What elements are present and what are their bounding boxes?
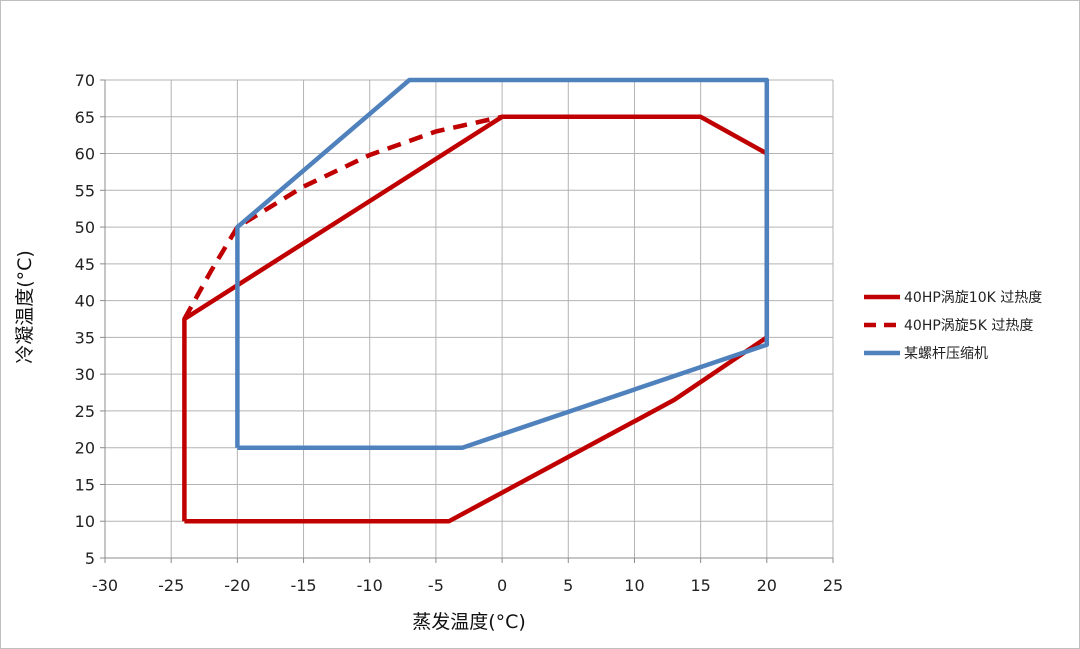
y-tick-label: 45 — [75, 255, 95, 274]
y-tick-label: 10 — [75, 512, 95, 531]
y-tick-label: 55 — [75, 181, 95, 200]
x-tick-label: 5 — [563, 576, 573, 595]
x-tick-label: 25 — [823, 576, 843, 595]
y-tick-label: 50 — [75, 218, 95, 237]
y-tick-label: 70 — [75, 71, 95, 90]
y-tick-label: 15 — [75, 475, 95, 494]
x-tick-label: -15 — [290, 576, 316, 595]
plot-border — [104, 80, 833, 559]
series-line-1 — [182, 114, 503, 321]
y-tick-label: 65 — [75, 108, 95, 127]
x-tick-label: 0 — [497, 576, 507, 595]
legend-label-2: 某螺杆压缩机 — [904, 346, 988, 362]
y-tick-label: 40 — [75, 292, 95, 311]
x-tick-label: 20 — [757, 576, 777, 595]
y-tick-label: 30 — [75, 365, 95, 384]
series-line-0 — [182, 114, 770, 524]
series-layer — [182, 77, 770, 524]
series-line-2 — [235, 77, 770, 450]
x-tick-labels: -30 -25 -20 -15 -10 -5 0 5 10 15 20 25 — [92, 558, 843, 595]
x-axis-title: 蒸发温度(°C) — [412, 611, 526, 633]
legend-label-1: 40HP涡旋5K 过热度 — [904, 318, 1033, 334]
x-tick-label: 10 — [624, 576, 644, 595]
x-tick-label: -30 — [92, 576, 118, 595]
legend-label-0: 40HP涡旋10K 过热度 — [904, 290, 1042, 306]
y-tick-label: 35 — [75, 328, 95, 347]
y-axis-title: 冷凝温度(°C) — [14, 250, 36, 364]
y-tick-label: 25 — [75, 402, 95, 421]
x-tick-label: -10 — [357, 576, 383, 595]
y-tick-labels: 5 10 15 20 25 30 35 40 45 50 55 60 65 70 — [75, 71, 105, 568]
y-tick-label: 5 — [85, 549, 95, 568]
x-tick-label: -5 — [428, 576, 444, 595]
y-tick-label: 60 — [75, 145, 95, 164]
grid — [104, 79, 834, 559]
x-tick-label: 15 — [690, 576, 710, 595]
x-tick-label: -25 — [158, 576, 184, 595]
x-tick-label: -20 — [224, 576, 250, 595]
y-tick-label: 20 — [75, 439, 95, 458]
